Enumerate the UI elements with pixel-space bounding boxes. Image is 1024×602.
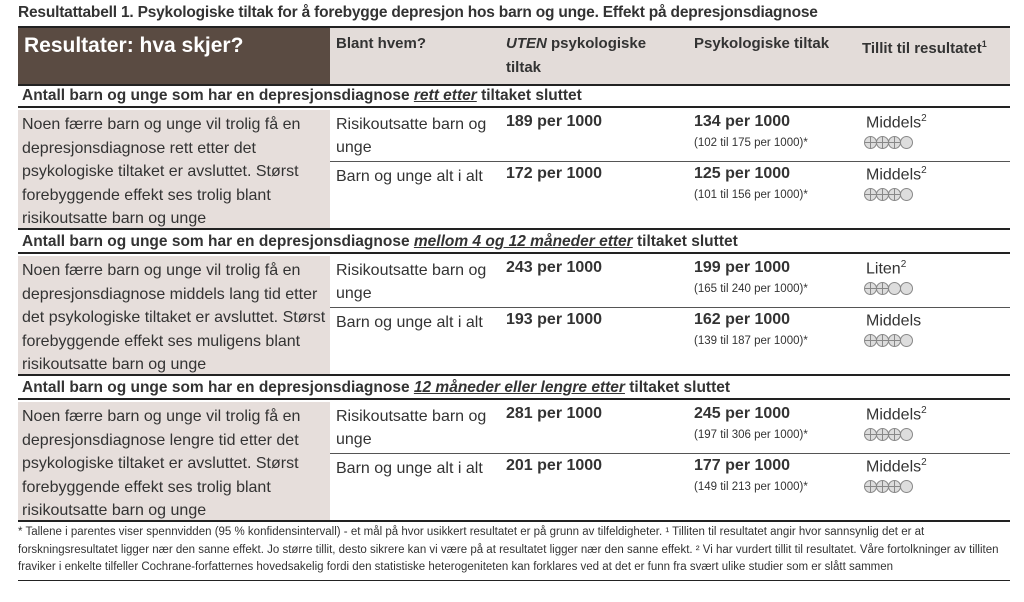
header-results: Resultater: hva skjer? [18, 28, 330, 84]
certainty-plus-icon [876, 480, 889, 493]
header-without-rest: psykologiske tiltak [506, 35, 647, 76]
heading-emphasis: 12 måneder eller lengre etter [413, 379, 625, 396]
certainty-plus-icon [864, 428, 877, 441]
header-confidence: Tillit til resultatet1 [862, 32, 987, 61]
header-among: Blant hvem? [336, 35, 427, 52]
certainty-empty-icon [900, 480, 913, 493]
certainty-rating [864, 188, 913, 201]
heading-post: tiltaket sluttet [632, 233, 738, 250]
heading-post: tiltaket sluttet [476, 87, 582, 104]
with-value: 125 per 1000 [694, 165, 791, 182]
with-value: 162 per 1000 [694, 311, 791, 328]
header-confidence-sup: 1 [981, 39, 987, 49]
heading-post: tiltaket sluttet [624, 379, 731, 396]
population: Risikoutsatte barn og unge [336, 262, 487, 302]
confidence-interval: (197 til 306 per 1000)* [694, 429, 808, 441]
certainty-rating [864, 282, 913, 295]
heading-pre: Antall barn og unge som har en depresjon… [22, 233, 414, 250]
header-with: Psykologiske tiltak [694, 35, 830, 52]
certainty-sup: 2 [921, 165, 927, 176]
certainty-sup: 2 [921, 405, 927, 416]
confidence-interval: (101 til 156 per 1000)* [694, 189, 808, 201]
heading-pre: Antall barn og unge som har en depresjon… [22, 87, 414, 104]
header-without-em: UTEN [506, 35, 547, 52]
certainty: Middels2 [866, 113, 927, 132]
result-group: Noen færre barn og unge vil trolig få en… [18, 256, 1010, 376]
certainty-plus-icon [876, 334, 889, 347]
heading-emphasis: mellom 4 og 12 måneder etter [413, 233, 633, 250]
certainty: Middels [866, 311, 921, 330]
confidence-interval: (139 til 187 per 1000)* [694, 335, 808, 347]
heading-pre: Antall barn og unge som har en depresjon… [22, 379, 414, 396]
with-value: 177 per 1000 [694, 457, 791, 474]
population: Barn og unge alt i alt [336, 460, 483, 477]
certainty-label: Liten [866, 260, 901, 278]
table-row: Risikoutsatte barn og unge 189 per 1000 … [330, 110, 1010, 162]
certainty: Middels2 [866, 457, 927, 476]
confidence-interval: (102 til 175 per 1000)* [694, 137, 808, 149]
certainty-empty-icon [900, 136, 913, 149]
header-without: UTEN psykologiske tiltak [506, 32, 676, 80]
table-row: Barn og unge alt i alt 193 per 1000 162 … [330, 308, 1010, 374]
population: Risikoutsatte barn og unge [336, 408, 487, 448]
population: Risikoutsatte barn og unge [336, 116, 487, 156]
with-value: 245 per 1000 [694, 405, 791, 422]
certainty-rating [864, 480, 913, 493]
certainty-sup: 2 [900, 259, 907, 270]
without-value: 189 per 1000 [506, 113, 603, 130]
certainty-label: Middels [866, 458, 922, 476]
section-heading: Antall barn og unge som har en depresjon… [18, 230, 1010, 254]
table-row: Barn og unge alt i alt 201 per 1000 177 … [330, 454, 1010, 520]
certainty-label: Middels [866, 166, 922, 184]
without-value: 201 per 1000 [506, 457, 603, 474]
certainty-empty-icon [900, 334, 913, 347]
without-value: 243 per 1000 [506, 259, 603, 276]
result-group: Noen færre barn og unge vil trolig få en… [18, 110, 1010, 230]
header-confidence-label: Tillit til resultatet [862, 40, 982, 57]
certainty-label: Middels [866, 406, 922, 424]
certainty-empty-icon [900, 428, 913, 441]
without-value: 193 per 1000 [506, 311, 603, 328]
result-description: Noen færre barn og unge vil trolig få en… [18, 256, 330, 374]
certainty-rating [864, 428, 913, 441]
certainty-label: Middels [866, 312, 922, 330]
result-group: Noen færre barn og unge vil trolig få en… [18, 402, 1010, 522]
certainty: Middels2 [866, 405, 927, 424]
section-heading: Antall barn og unge som har en depresjon… [18, 84, 1010, 108]
certainty-empty-icon [900, 188, 913, 201]
certainty: Middels2 [866, 165, 927, 184]
heading-emphasis: rett etter [413, 87, 477, 104]
certainty-empty-icon [900, 282, 913, 295]
with-value: 134 per 1000 [694, 113, 791, 130]
population: Barn og unge alt i alt [336, 314, 483, 331]
table-row: Risikoutsatte barn og unge 281 per 1000 … [330, 402, 1010, 454]
certainty: Liten2 [866, 259, 906, 278]
certainty-label: Middels [866, 114, 922, 132]
without-value: 281 per 1000 [506, 405, 603, 422]
result-description: Noen færre barn og unge vil trolig få en… [18, 402, 330, 520]
confidence-interval: (165 til 240 per 1000)* [694, 283, 808, 295]
section-heading: Antall barn og unge som har en depresjon… [18, 376, 1010, 400]
certainty-rating [864, 136, 913, 149]
with-value: 199 per 1000 [694, 259, 791, 276]
table-row: Barn og unge alt i alt 172 per 1000 125 … [330, 162, 1010, 228]
certainty-sup: 2 [921, 457, 927, 468]
confidence-interval: (149 til 213 per 1000)* [694, 481, 808, 493]
certainty-sup: 2 [921, 113, 927, 124]
table-title: Resultattabell 1. Psykologiske tiltak fo… [18, 4, 818, 21]
certainty-rating [864, 334, 913, 347]
footnote: * Tallene i parentes viser spennvidden (… [18, 524, 1010, 581]
table-header: Resultater: hva skjer? Blant hvem? UTEN … [18, 26, 1010, 86]
population: Barn og unge alt i alt [336, 168, 483, 185]
without-value: 172 per 1000 [506, 165, 603, 182]
table-row: Risikoutsatte barn og unge 243 per 1000 … [330, 256, 1010, 308]
result-description: Noen færre barn og unge vil trolig få en… [18, 110, 330, 228]
